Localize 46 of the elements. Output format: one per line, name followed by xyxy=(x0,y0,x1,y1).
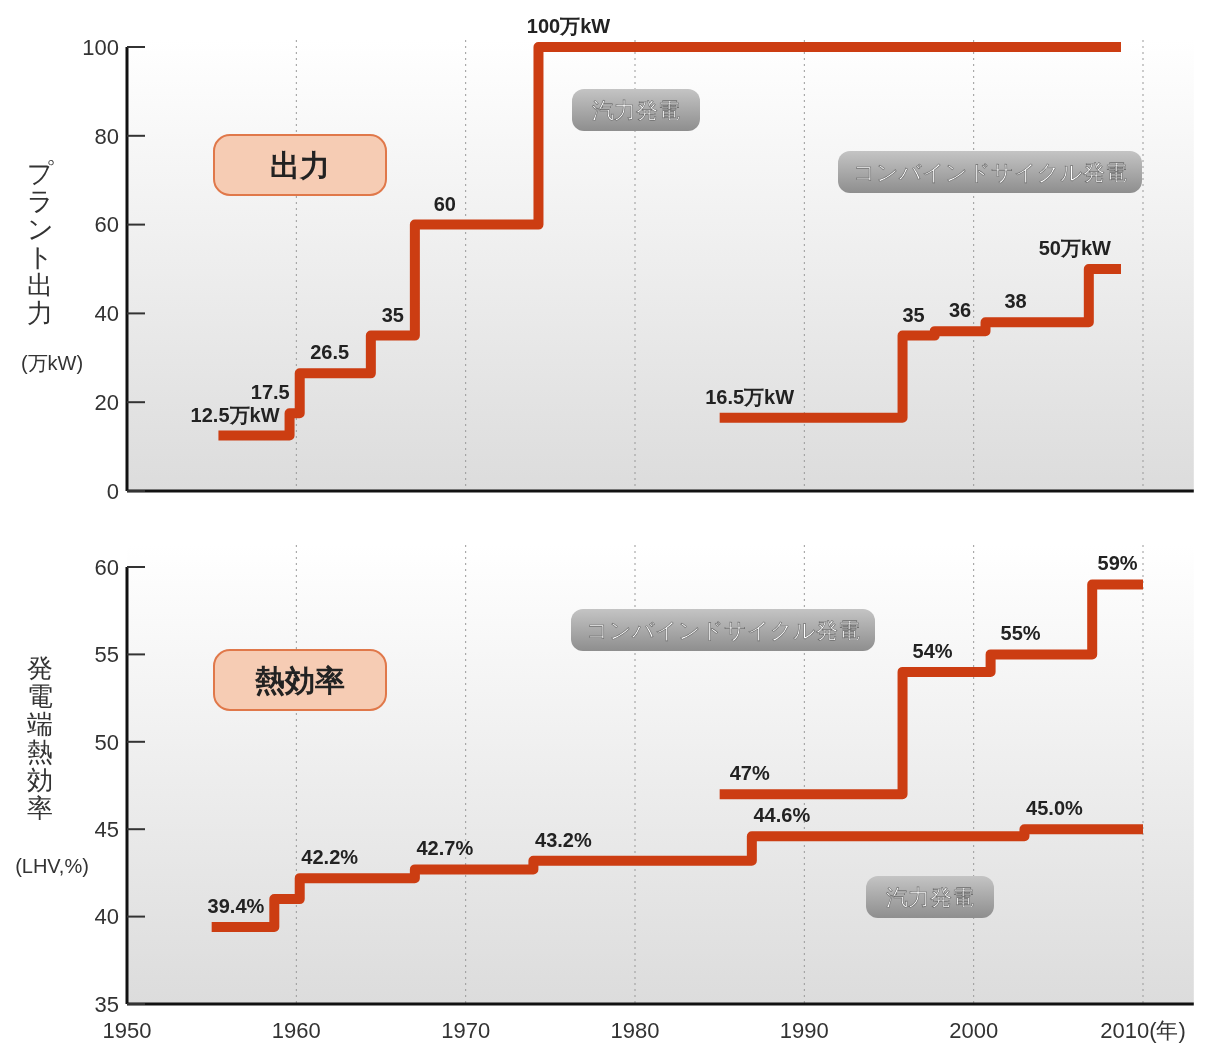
data-label: 36 xyxy=(948,299,972,322)
y-axis-title: プラント出力 (万kW) xyxy=(20,157,84,374)
data-label: 26.5 xyxy=(310,341,350,364)
data-label: 45.0% xyxy=(1026,797,1084,820)
y-tick-label: 20 xyxy=(94,389,119,415)
y-tick-label: 60 xyxy=(94,212,119,238)
data-label: 16.5万kW xyxy=(705,385,795,408)
data-label: 12.5万kW xyxy=(190,403,280,426)
x-tick-label: 1990 xyxy=(779,1018,829,1043)
y-tick-label: 35 xyxy=(94,991,119,1017)
y-tick-label: 0 xyxy=(106,478,119,504)
data-label: 55% xyxy=(1000,622,1041,645)
x-tick-label: 1980 xyxy=(610,1018,660,1043)
x-tick-label: 1970 xyxy=(441,1018,491,1043)
data-label: 39.4% xyxy=(207,895,265,918)
data-label: 43.2% xyxy=(535,828,592,851)
x-tick-label: 2000 xyxy=(949,1018,999,1043)
y-tick-label: 50 xyxy=(94,729,119,755)
data-label: 42.7% xyxy=(416,837,474,860)
y-tick-label: 40 xyxy=(94,904,119,930)
data-label: 35 xyxy=(381,303,404,326)
x-tick-label: 1950 xyxy=(102,1018,152,1043)
data-label: 47% xyxy=(729,762,770,785)
y-tick-label: 80 xyxy=(94,123,119,149)
data-label: 54% xyxy=(912,639,953,662)
data-label: 42.2% xyxy=(301,846,359,869)
data-label: 60 xyxy=(433,192,456,215)
y-tick-label: 40 xyxy=(94,301,119,327)
data-label: 17.5 xyxy=(250,381,290,404)
y-tick-label: 100 xyxy=(82,34,119,60)
title-badge: 熱効率 xyxy=(213,649,387,711)
y-tick-label: 55 xyxy=(94,642,119,668)
y-tick-label: 45 xyxy=(94,816,119,842)
text: 汽力発電 xyxy=(592,97,680,123)
data-label: 59% xyxy=(1097,552,1138,575)
x-tick-label: 2010(年) xyxy=(1100,1018,1186,1043)
text: 発電端熱効率 (LHV,%) xyxy=(15,652,89,877)
data-label: 100万kW xyxy=(526,15,611,37)
data-label: 50万kW xyxy=(1038,237,1112,259)
y-tick-label: 60 xyxy=(94,554,119,580)
title-badge: 出力 xyxy=(213,134,387,196)
x-tick-label: 1960 xyxy=(271,1018,321,1043)
data-label: 38 xyxy=(1004,290,1027,313)
text: 汽力発電 xyxy=(886,884,974,910)
data-label: 35 xyxy=(902,303,925,326)
data-label: 44.6% xyxy=(753,804,811,827)
